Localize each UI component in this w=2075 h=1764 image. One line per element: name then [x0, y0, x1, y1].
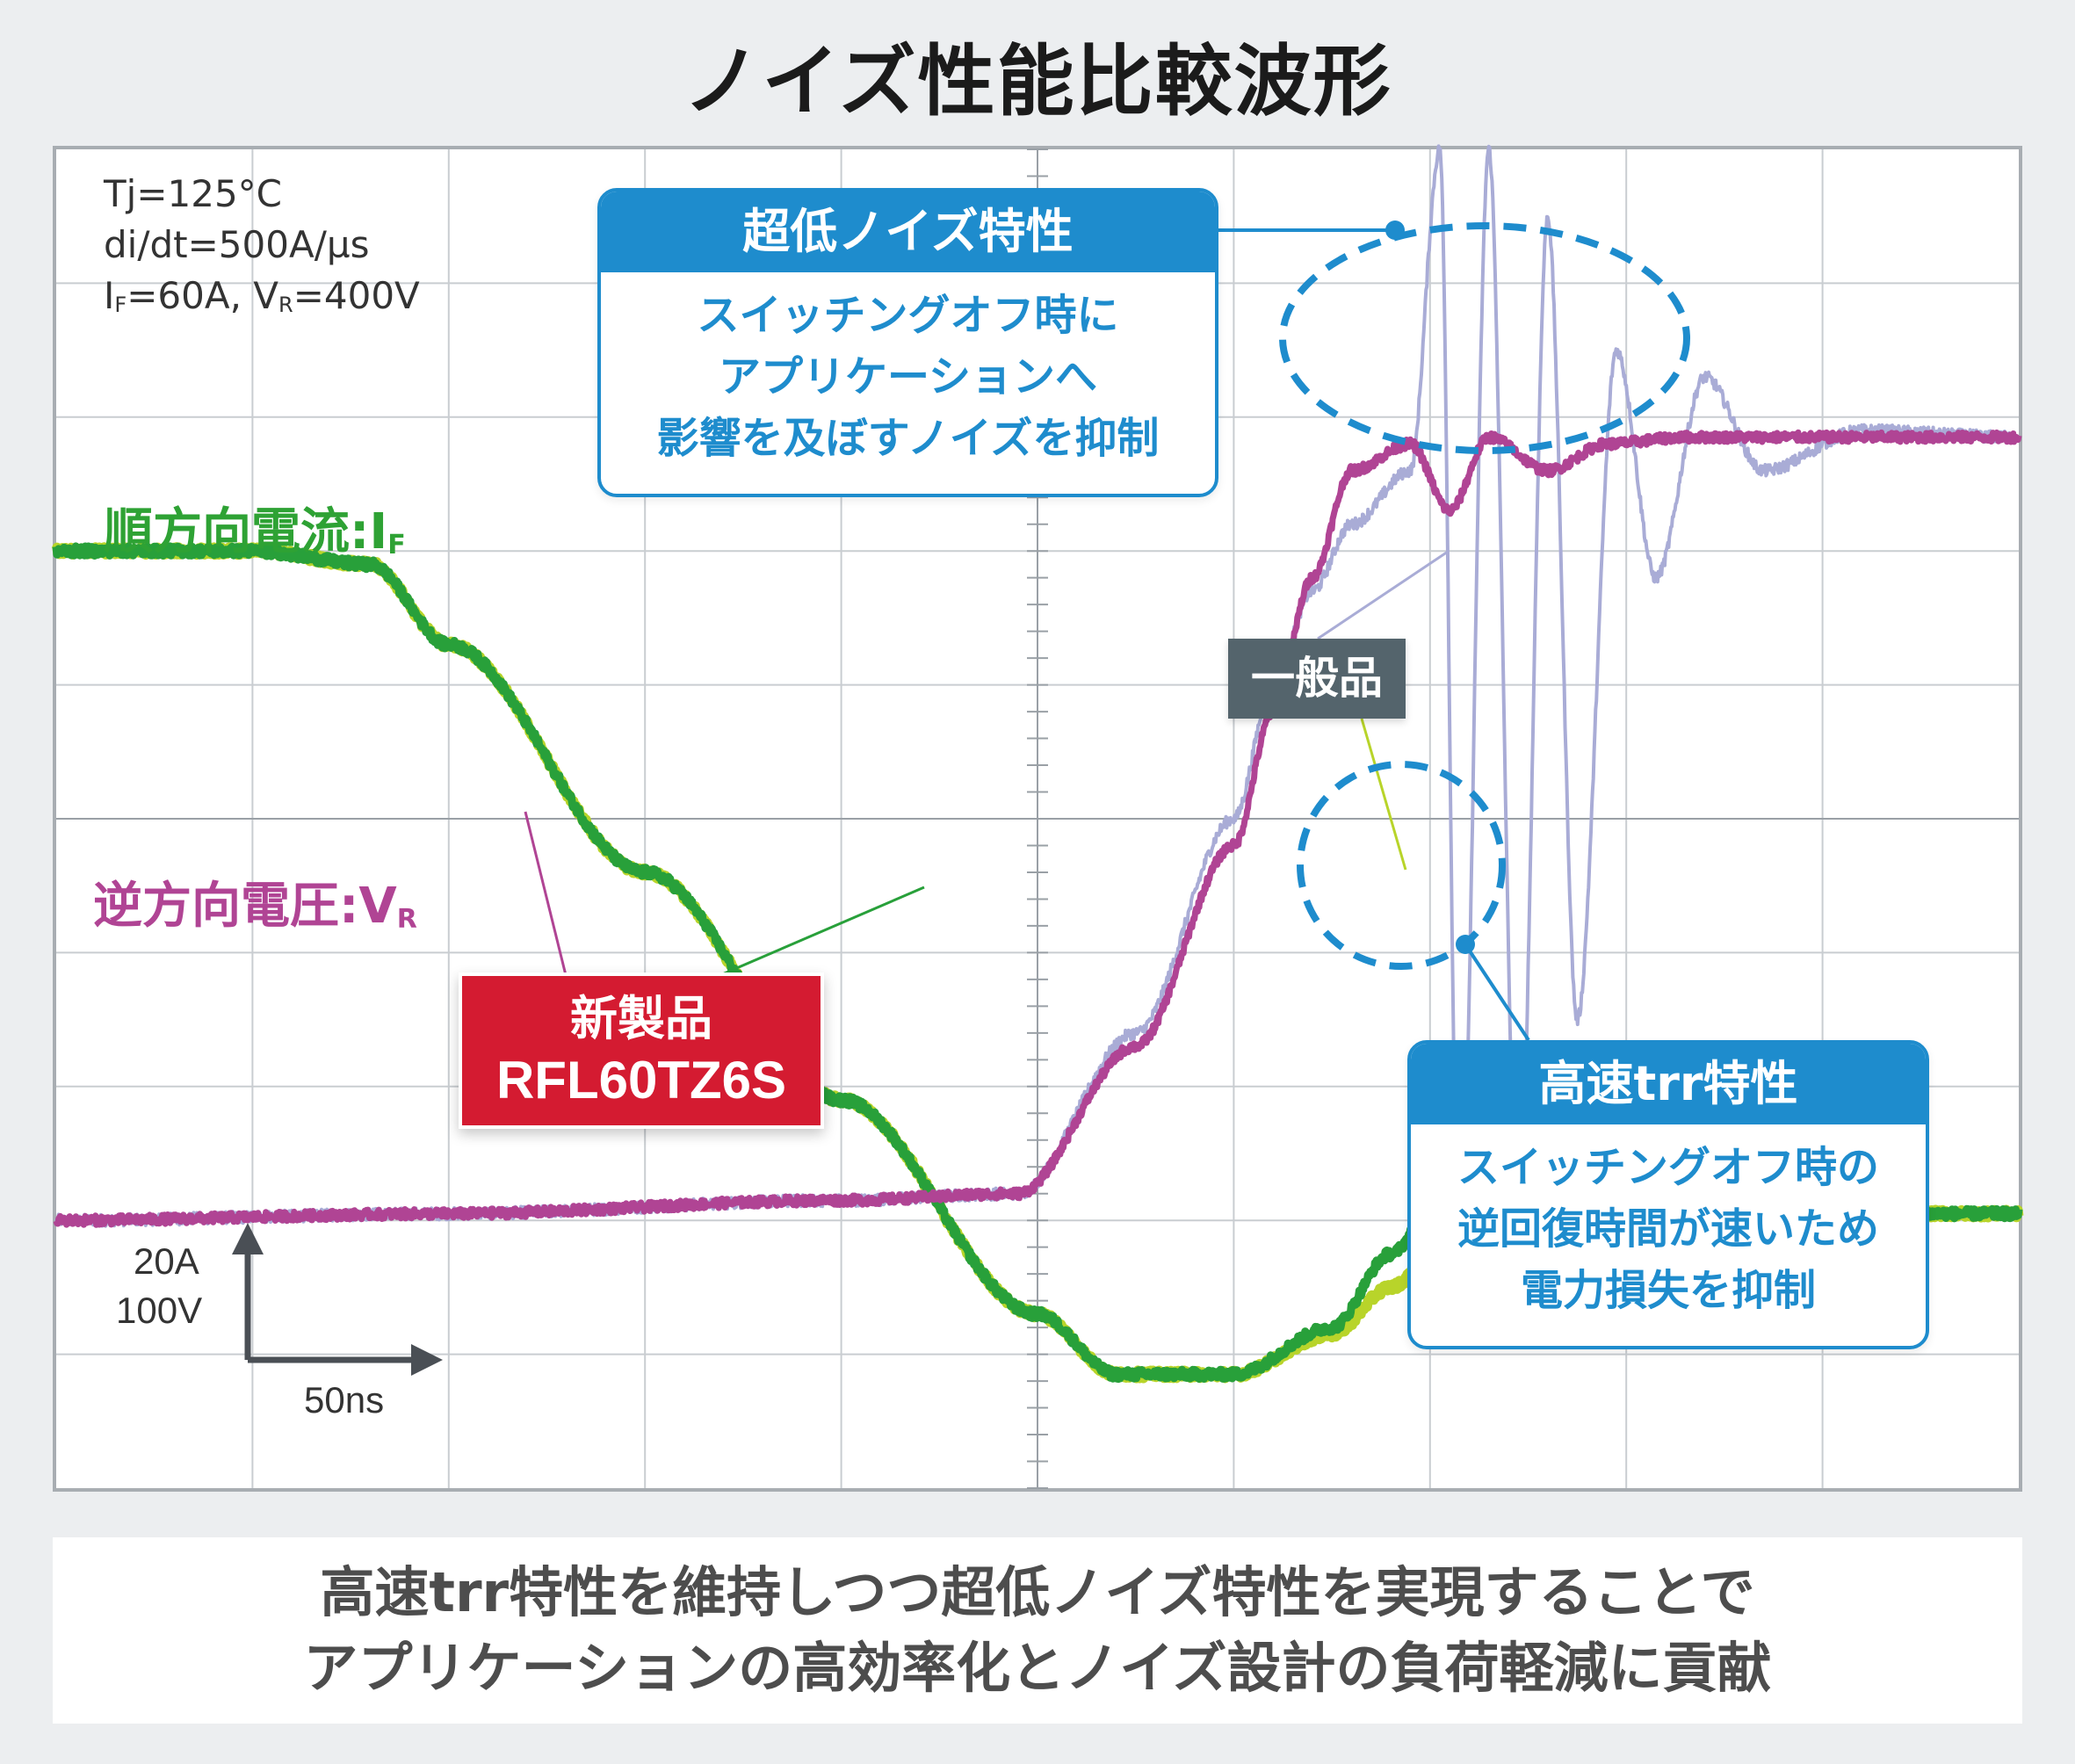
low-noise-line1: スイッチングオフ時に	[697, 291, 1119, 340]
condition-tj: Tj=125°C	[104, 172, 283, 215]
cond-vr-text: =60A, V	[127, 274, 279, 317]
highlight-rings	[1218, 220, 1690, 1042]
leader-new-voltage	[524, 811, 568, 976]
scale-current: 20A	[134, 1240, 199, 1282]
scale-voltage: 100V	[116, 1290, 203, 1331]
forward-current-label: 順方向電流:IF	[104, 492, 406, 563]
new-product-tag: 新製品 RFL60TZ6S	[459, 972, 824, 1129]
low-noise-body: スイッチングオフ時に アプリケーションへ 影響を及ぼすノイズを抑制	[601, 272, 1215, 469]
new-product-model: RFL60TZ6S	[495, 1051, 787, 1110]
fast-trr-heading: 高速trr特性	[1411, 1044, 1926, 1124]
reverse-voltage-text: 逆方向電圧:V	[93, 878, 397, 935]
reverse-voltage-label: 逆方向電圧:VR	[93, 866, 417, 937]
low-noise-line3: 影響を及ぼすノイズを抑制	[656, 414, 1160, 463]
trr-ring	[1297, 761, 1506, 970]
connector-trr	[1464, 943, 1530, 1042]
leader-general-current	[1360, 718, 1407, 871]
cond-vr-value: =400V	[293, 274, 420, 317]
scale-up-arrow	[232, 1223, 264, 1254]
fast-trr-line3: 電力損失を抑制	[1520, 1266, 1816, 1315]
scale-axes	[244, 1240, 422, 1363]
trace-voltage-new	[53, 429, 2022, 1228]
cond-if-symbol: I	[104, 274, 115, 317]
forward-current-text: 順方向電流:I	[104, 503, 388, 560]
fast-trr-line2: 逆回復時間が速いため	[1457, 1204, 1879, 1254]
low-noise-heading: 超低ノイズ特性	[601, 192, 1215, 272]
page-title: ノイズ性能比較波形	[683, 36, 1392, 127]
forward-current-sub: F	[387, 530, 406, 560]
fast-trr-line1: スイッチングオフ時の	[1457, 1143, 1879, 1192]
fast-trr-body: スイッチングオフ時の 逆回復時間が速いため 電力損失を抑制	[1411, 1124, 1926, 1321]
footer-line2: アプリケーションの高効率化とノイズ設計の負荷軽減に貢献	[303, 1636, 1772, 1700]
condition-if-vr: IF=60A, VR=400V	[104, 271, 420, 330]
reverse-voltage-sub: R	[396, 904, 417, 935]
cond-if-sub: F	[114, 293, 127, 317]
footer-line1: 高速trr特性を維持しつつ超低ノイズ特性を実現することで	[320, 1560, 1755, 1624]
low-noise-line2: アプリケーションへ	[718, 352, 1098, 401]
leader-lines	[524, 550, 1449, 977]
condition-didt: di/dt=500A/µs	[104, 223, 370, 266]
test-conditions: Tj=125°C di/dt=500A/µs IF=60A, VR=400V	[104, 169, 420, 330]
scale-time: 50ns	[304, 1379, 385, 1421]
summary-footer: 高速trr特性を維持しつつ超低ノイズ特性を実現することで アプリケーションの高効…	[53, 1537, 2022, 1724]
general-product-tag: 一般品	[1228, 639, 1406, 719]
scale-right-arrow	[411, 1344, 443, 1376]
leader-new-current	[719, 886, 925, 977]
noise-ring	[1279, 222, 1690, 454]
low-noise-callout: 超低ノイズ特性 スイッチングオフ時に アプリケーションへ 影響を及ぼすノイズを抑…	[597, 188, 1218, 497]
new-product-label: 新製品	[570, 991, 712, 1046]
scale-arrows	[232, 1223, 443, 1376]
leader-general-voltage	[1317, 550, 1449, 640]
cond-vr-sub: R	[278, 293, 293, 317]
fast-trr-callout: 高速trr特性 スイッチングオフ時の 逆回復時間が速いため 電力損失を抑制	[1407, 1040, 1929, 1349]
